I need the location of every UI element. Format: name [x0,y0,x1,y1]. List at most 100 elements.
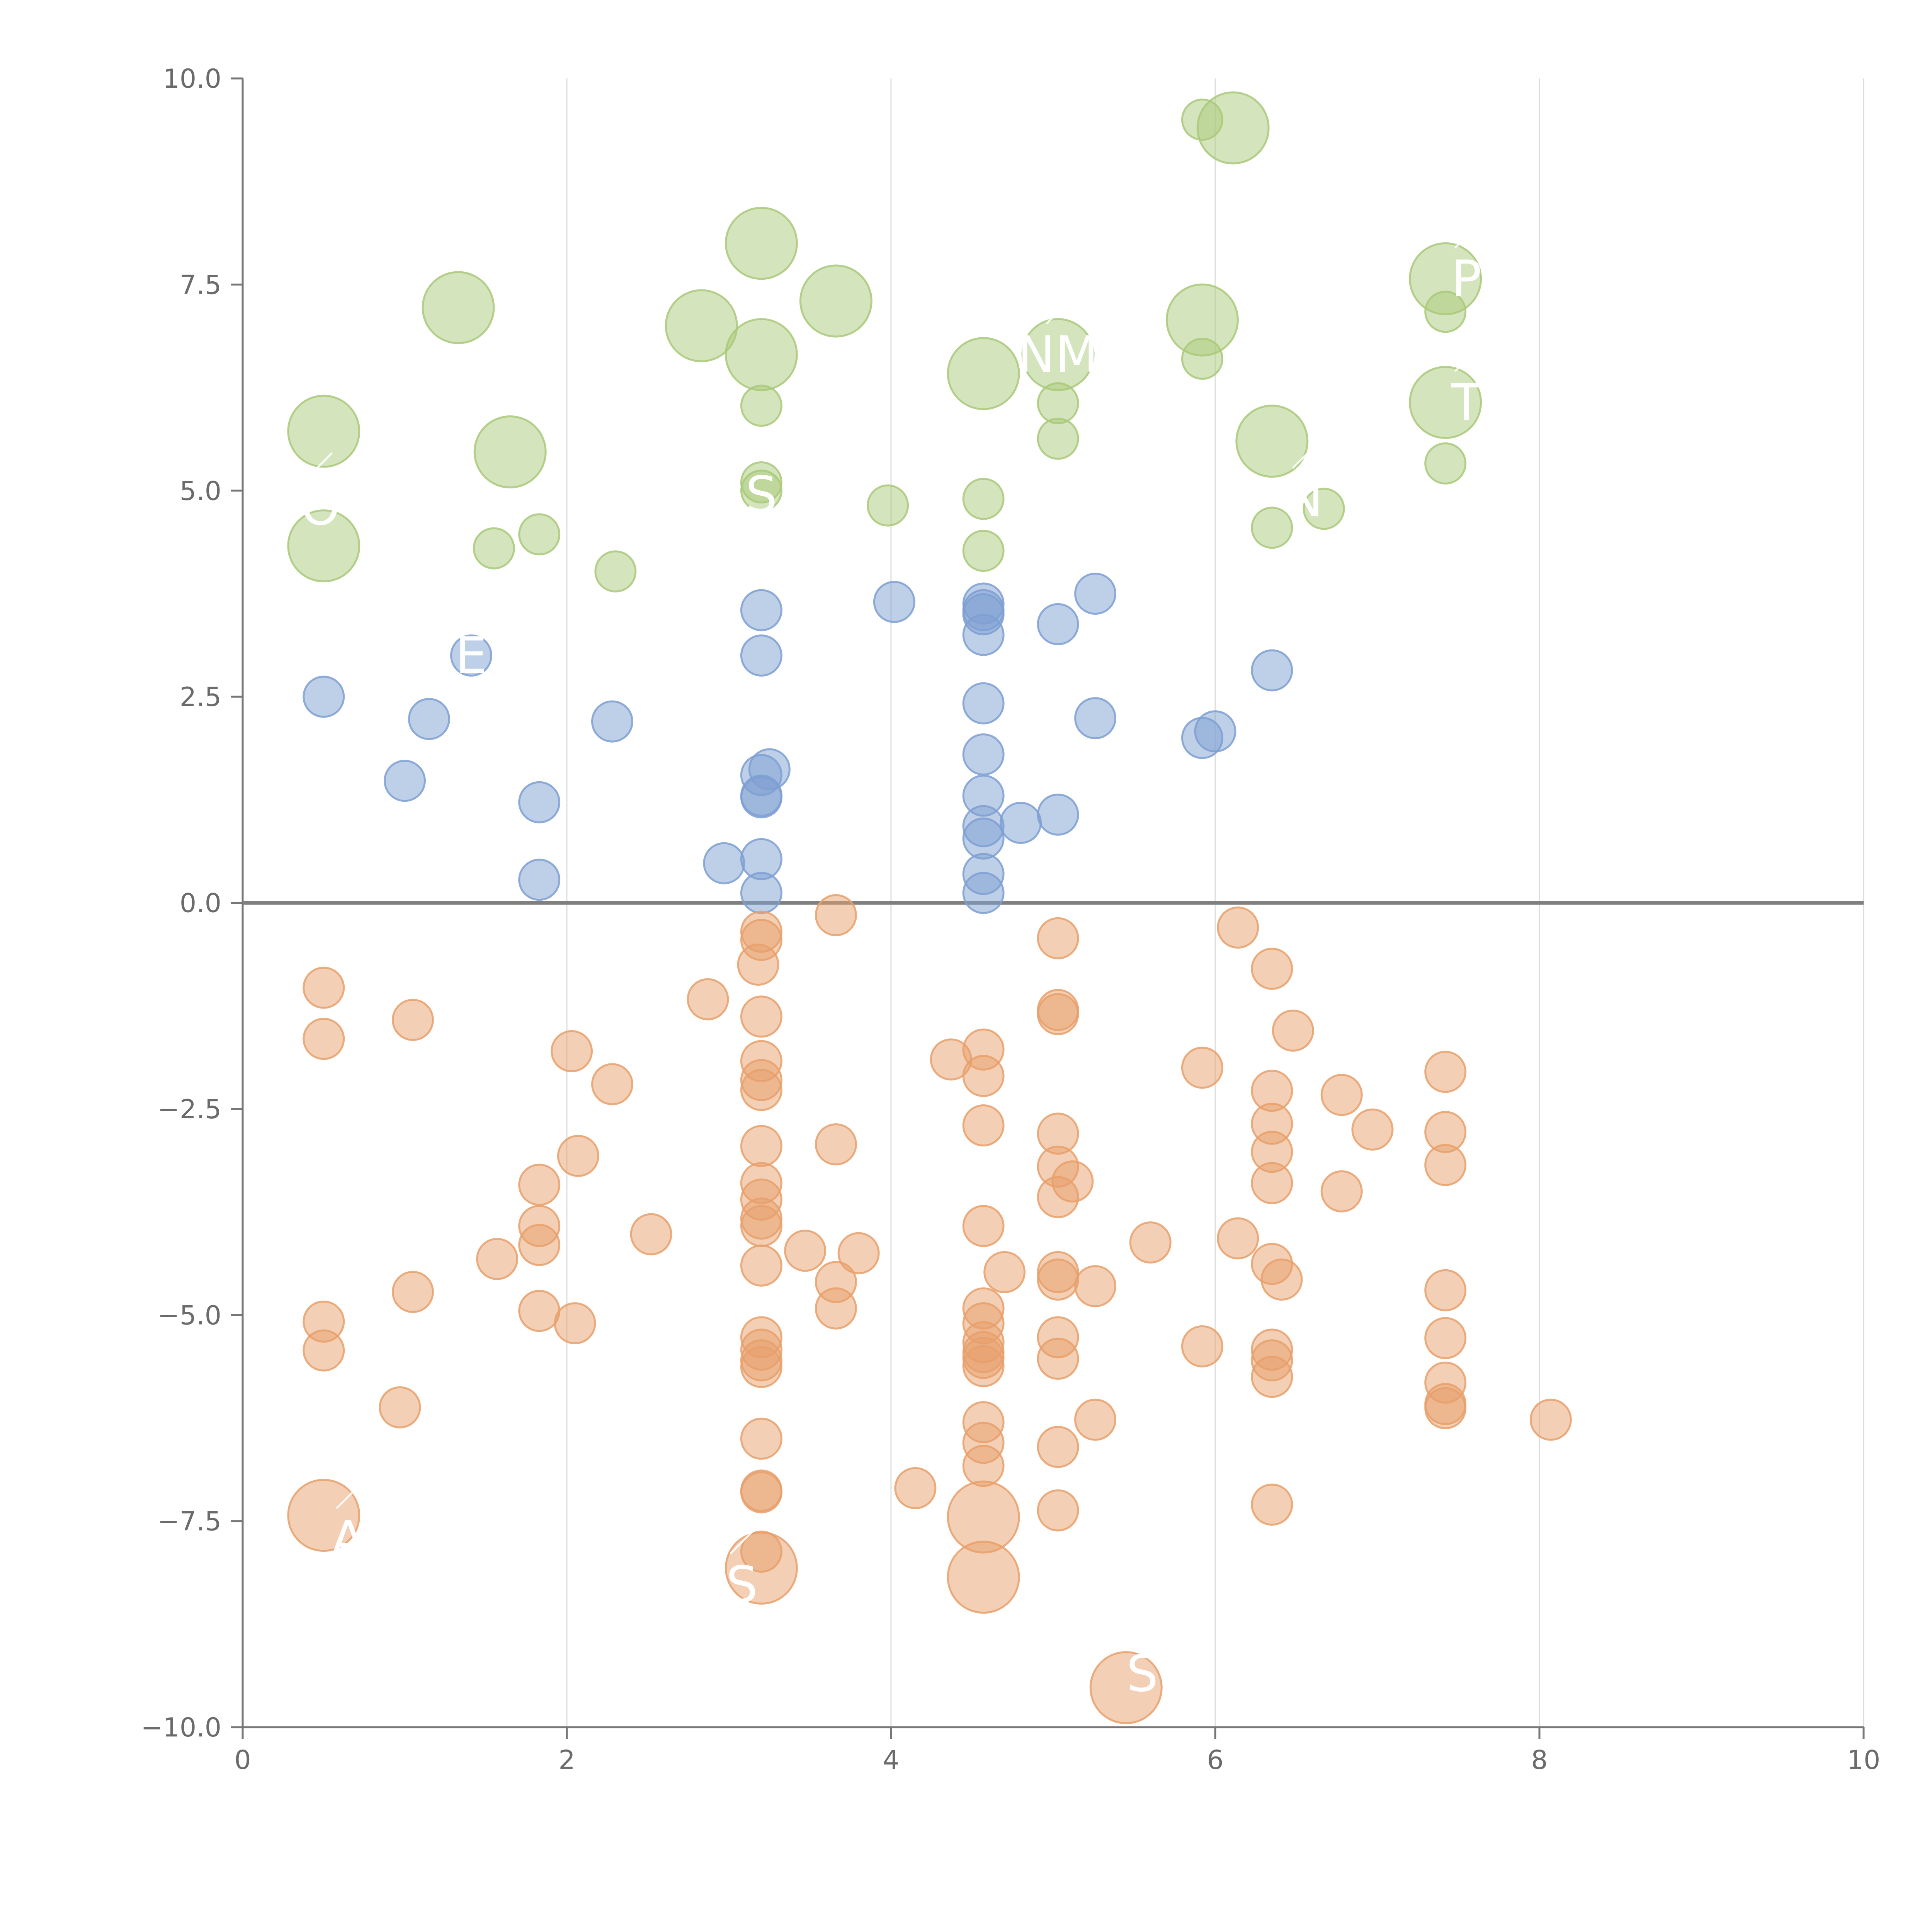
data-point-green [799,264,872,338]
data-point-orange [303,1018,345,1060]
data-point-green [1037,417,1079,460]
annotation-label: S [1126,1644,1158,1703]
data-point-orange [1260,1259,1303,1301]
data-point-orange [740,995,782,1038]
data-point-green [1196,91,1270,165]
data-point-green [867,484,909,527]
data-point-orange [1251,1162,1293,1204]
annotation-leader [730,1530,754,1554]
data-point-blue [518,859,561,901]
data-point-orange [740,1205,782,1247]
data-point-blue [1074,572,1117,615]
data-point-orange [1251,947,1293,990]
data-point-blue [1000,802,1042,844]
data-point-green [1424,291,1467,333]
data-point-blue [740,872,782,914]
data-point-orange [1037,1259,1079,1301]
data-point-blue [703,842,745,884]
data-point-blue [962,872,1005,914]
data-point-orange [518,1163,561,1206]
data-point-green [740,469,782,512]
points-layer [287,91,1572,1725]
data-point-orange [1351,1108,1394,1151]
data-point-green [1251,507,1293,549]
data-point-orange [630,1213,672,1255]
annotation-leader [1046,299,1070,325]
data-point-blue [962,817,1005,860]
data-point-orange [1320,1074,1363,1116]
data-point-orange [1129,1221,1172,1264]
data-point-green [518,513,561,556]
data-point-orange [740,1417,782,1460]
axis-layer: 0 2 4 6 8 10 10.0 7.5 5.0 2.5 0.0 −2.5 −5.0 −7.5 −10.0 [141,64,1881,1776]
data-point-green [1303,488,1345,530]
annotation-label: O [301,478,340,536]
data-point-orange [1424,1269,1467,1311]
data-point-green [1424,442,1467,485]
data-point-orange [962,1445,1005,1487]
data-point-green [473,415,547,488]
x-tick-label: 6 [1207,1745,1223,1776]
data-point-blue [450,634,492,677]
data-point-orange [551,1030,593,1073]
data-point-orange [784,1230,827,1272]
data-point-blue [740,589,782,631]
annotation-label: NM [1017,325,1098,384]
annotation-leader [308,452,333,477]
data-point-blue [873,581,915,623]
data-point-orange [1424,1144,1467,1186]
data-point-orange [1051,1160,1094,1203]
data-point-orange [815,894,857,937]
data-point-green [1181,337,1223,380]
y-tick-label: −2.5 [158,1094,221,1125]
y-tick-label: 5.0 [180,476,221,507]
data-point-orange [740,1346,782,1388]
data-point-green [947,337,1020,410]
annotation-leader [1454,347,1479,372]
data-point-orange [1251,1355,1293,1398]
data-point-orange [1037,1426,1079,1468]
x-tick-label: 8 [1531,1745,1548,1776]
data-point-green [724,318,798,391]
data-point-orange [391,1271,434,1313]
data-point-green [665,289,738,362]
x-tick-label: 0 [234,1745,251,1776]
data-point-orange [1089,1651,1163,1725]
data-point-orange [983,1251,1026,1293]
y-tick-label: 7.5 [180,270,221,300]
data-point-orange [740,1471,782,1514]
data-point-orange [962,1055,1005,1097]
data-point-green [1409,366,1482,439]
data-point-orange [1181,1046,1223,1089]
data-point-orange [476,1238,519,1280]
data-point-blue [303,675,345,718]
data-point-orange [1181,1325,1223,1367]
y-tick-label: −10.0 [141,1713,221,1743]
data-point-orange [815,1287,857,1330]
data-point-orange [947,1541,1020,1614]
annotation-label: S [745,465,777,524]
data-point-green [473,527,515,570]
y-tick-label: 2.5 [180,682,221,713]
data-point-blue [384,760,426,802]
annotation-label: T [1451,373,1482,432]
data-point-blue [518,781,561,823]
y-tick-label: −7.5 [158,1507,221,1537]
annotation-leader [1130,1619,1155,1644]
data-point-green [962,529,1005,572]
data-point-orange [1037,1489,1079,1532]
data-point-orange [962,1205,1005,1247]
annotation-leader [459,600,484,626]
annotation-leader [749,440,774,465]
data-point-orange [1074,1265,1117,1308]
data-point-green [962,478,1005,520]
data-point-blue [740,776,782,818]
annotation-label: E [455,626,487,685]
data-point-orange [815,1123,857,1166]
data-point-orange [962,1104,1005,1147]
data-point-blue [1074,697,1117,740]
y-tick-label: −5.0 [158,1300,221,1331]
data-point-orange [837,1232,880,1274]
